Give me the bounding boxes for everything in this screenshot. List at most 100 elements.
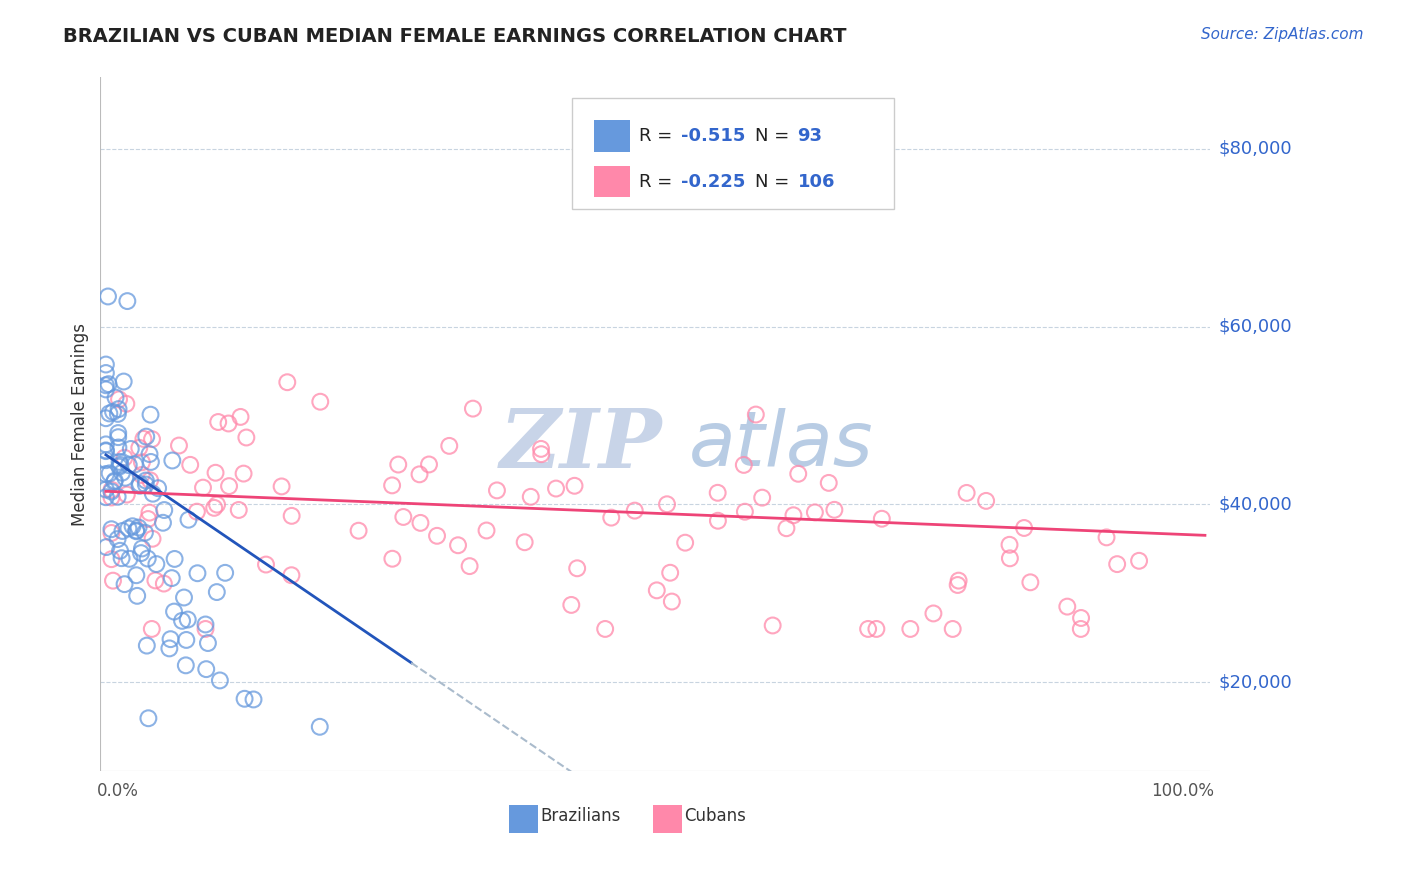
Point xyxy=(114,577,136,591)
Point xyxy=(145,557,167,571)
Point xyxy=(898,622,921,636)
Point xyxy=(163,552,186,566)
Point xyxy=(205,498,228,512)
Point xyxy=(218,417,240,431)
Point xyxy=(214,566,236,580)
Point xyxy=(101,574,124,588)
Point xyxy=(1070,622,1092,636)
Point xyxy=(94,383,117,397)
Point xyxy=(174,658,197,673)
Point xyxy=(276,376,298,390)
Point xyxy=(974,494,997,508)
Point xyxy=(205,585,228,599)
Text: $20,000: $20,000 xyxy=(1219,673,1292,691)
Point xyxy=(135,477,157,491)
Point xyxy=(567,561,589,575)
Point xyxy=(94,378,117,392)
Point xyxy=(381,551,404,566)
Point xyxy=(139,408,162,422)
Point xyxy=(998,551,1021,566)
Point xyxy=(145,574,167,588)
Point xyxy=(1019,575,1042,590)
Point xyxy=(100,525,122,540)
Point xyxy=(865,622,887,636)
Point xyxy=(204,466,226,480)
Point xyxy=(823,503,845,517)
Point xyxy=(194,617,217,632)
Point xyxy=(142,486,165,500)
Point xyxy=(131,541,153,556)
Point xyxy=(101,405,124,419)
Point xyxy=(309,394,332,409)
Point xyxy=(135,474,157,488)
Point xyxy=(242,692,264,706)
Point xyxy=(118,458,141,472)
Point xyxy=(112,375,135,389)
Point xyxy=(94,443,117,458)
Point xyxy=(179,458,201,472)
Point xyxy=(733,458,755,472)
Point xyxy=(107,441,129,455)
Point xyxy=(804,505,827,519)
Point xyxy=(461,401,484,416)
Point xyxy=(177,513,200,527)
Point xyxy=(762,618,785,632)
Text: Cubans: Cubans xyxy=(685,807,747,825)
Point xyxy=(132,432,155,446)
Point xyxy=(233,691,256,706)
Point xyxy=(163,605,186,619)
Y-axis label: Median Female Earnings: Median Female Earnings xyxy=(72,323,89,526)
Point xyxy=(530,447,553,461)
Text: N =: N = xyxy=(755,172,796,191)
Point xyxy=(108,455,131,469)
Point xyxy=(228,503,250,517)
Point xyxy=(159,632,181,647)
Point xyxy=(485,483,508,498)
Point xyxy=(138,711,160,725)
Point xyxy=(100,522,122,536)
Text: 93: 93 xyxy=(797,128,823,145)
Point xyxy=(134,525,156,540)
Point xyxy=(110,458,132,472)
Point xyxy=(392,510,415,524)
Point xyxy=(176,632,198,647)
Point xyxy=(1070,611,1092,625)
Point xyxy=(104,391,127,405)
Point xyxy=(560,598,582,612)
Point xyxy=(138,506,160,520)
Point xyxy=(207,415,229,429)
Point xyxy=(94,437,117,451)
Point xyxy=(136,551,159,566)
Point xyxy=(381,478,404,492)
Point xyxy=(97,289,120,303)
Point xyxy=(94,358,117,372)
Point xyxy=(186,566,208,581)
Point xyxy=(100,483,122,497)
Point xyxy=(107,532,129,546)
Point xyxy=(218,479,240,493)
Text: 106: 106 xyxy=(797,172,835,191)
Point xyxy=(195,662,218,676)
Point xyxy=(107,425,129,440)
Text: ZIP: ZIP xyxy=(501,405,662,485)
Point xyxy=(856,622,879,636)
Point xyxy=(186,505,208,519)
Point xyxy=(447,538,470,552)
Point xyxy=(1056,599,1078,614)
Text: BRAZILIAN VS CUBAN MEDIAN FEMALE EARNINGS CORRELATION CHART: BRAZILIAN VS CUBAN MEDIAN FEMALE EARNING… xyxy=(63,27,846,45)
Point xyxy=(125,524,148,538)
FancyBboxPatch shape xyxy=(509,805,537,833)
Point xyxy=(121,519,143,533)
Point xyxy=(103,475,125,489)
Point xyxy=(94,483,117,497)
Text: $40,000: $40,000 xyxy=(1219,495,1292,514)
Point xyxy=(308,720,330,734)
Point xyxy=(409,516,432,530)
Point xyxy=(125,524,148,539)
Point xyxy=(120,442,142,456)
Point xyxy=(229,409,252,424)
Point xyxy=(280,568,302,582)
Point xyxy=(782,508,804,523)
Point xyxy=(107,402,129,417)
FancyBboxPatch shape xyxy=(595,166,630,197)
